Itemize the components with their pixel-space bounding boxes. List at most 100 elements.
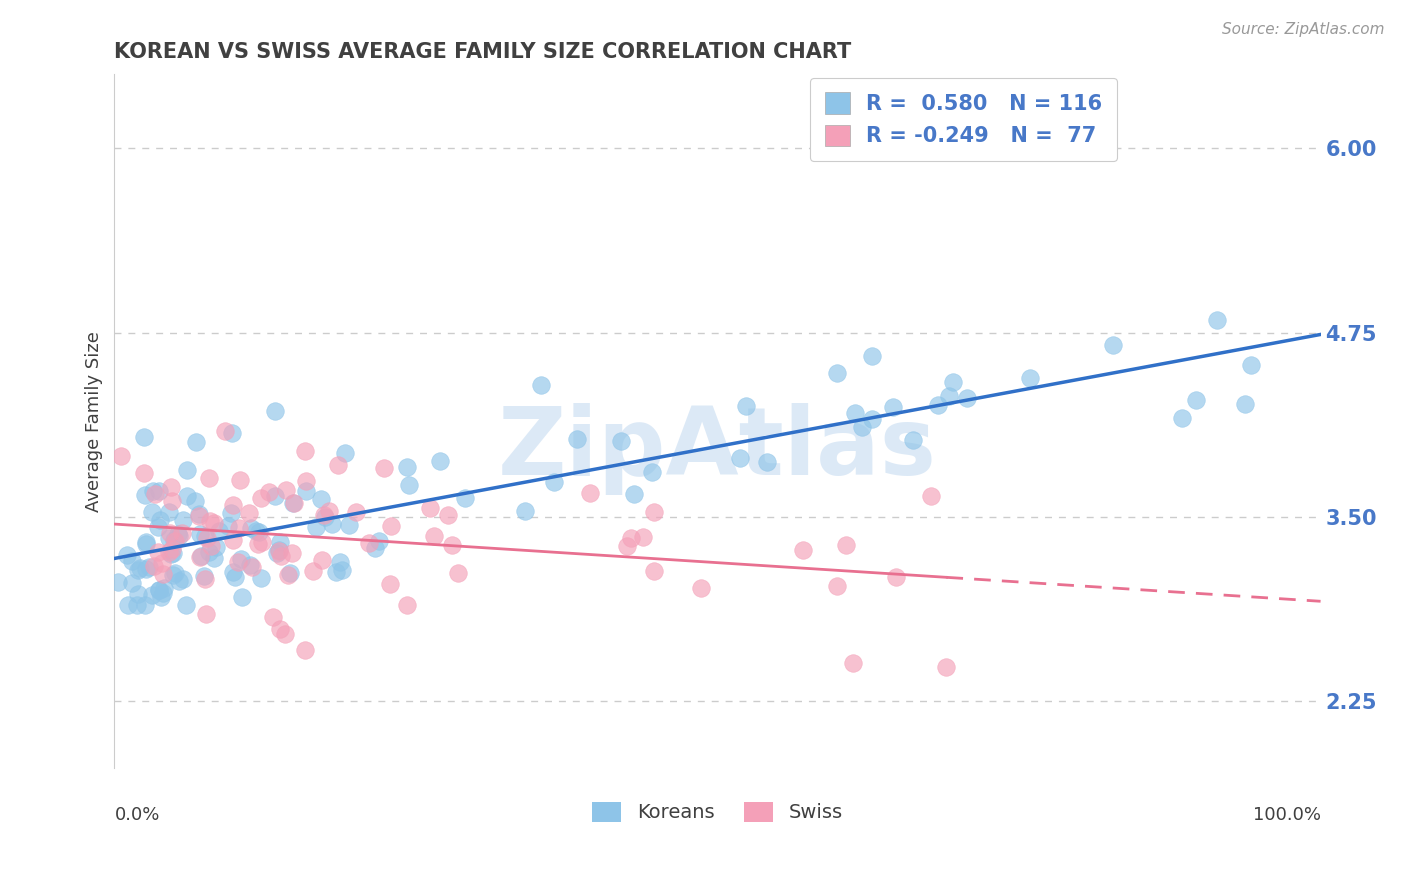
Point <box>135 562 157 576</box>
Point <box>332 563 354 577</box>
Point <box>184 435 207 450</box>
Point <box>127 587 149 601</box>
Point <box>295 475 318 489</box>
Point <box>1206 312 1229 326</box>
Point <box>367 534 389 549</box>
Point <box>143 559 166 574</box>
Point <box>138 560 160 574</box>
Point <box>194 607 217 621</box>
Point <box>318 504 340 518</box>
Point <box>429 454 451 468</box>
Point <box>134 467 156 481</box>
Point <box>309 491 332 506</box>
Point <box>202 551 225 566</box>
Point <box>239 521 262 535</box>
Point <box>302 564 325 578</box>
Point <box>157 531 180 545</box>
Point <box>901 433 924 447</box>
Point <box>226 555 249 569</box>
Point <box>160 494 183 508</box>
Point <box>190 549 212 563</box>
Point <box>188 549 211 564</box>
Point <box>250 491 273 505</box>
Point <box>312 508 335 522</box>
Point <box>1019 370 1042 384</box>
Point <box>247 524 270 539</box>
Point <box>886 570 908 584</box>
Point <box>160 480 183 494</box>
Point <box>157 505 180 519</box>
Point <box>194 572 217 586</box>
Point <box>148 484 170 499</box>
Point <box>163 566 186 581</box>
Point <box>643 564 665 578</box>
Point <box>218 519 240 533</box>
Legend: R =  0.580   N = 116, R = -0.249   N =  77: R = 0.580 N = 116, R = -0.249 N = 77 <box>810 78 1118 161</box>
Point <box>121 576 143 591</box>
Point <box>115 548 138 562</box>
Point <box>208 524 231 538</box>
Point <box>141 588 163 602</box>
Point <box>205 540 228 554</box>
Point <box>314 510 336 524</box>
Point <box>1234 397 1257 411</box>
Point <box>252 534 274 549</box>
Point <box>174 599 197 613</box>
Point <box>641 465 664 479</box>
Point <box>735 399 758 413</box>
Point <box>935 660 957 674</box>
Point <box>198 545 221 559</box>
Point <box>329 555 352 569</box>
Point <box>269 543 291 558</box>
Point <box>240 560 263 574</box>
Text: ZipAtlas: ZipAtlas <box>498 403 936 495</box>
Point <box>245 524 267 538</box>
Point <box>148 582 170 597</box>
Point <box>825 366 848 380</box>
Point <box>267 543 290 558</box>
Point <box>281 496 304 510</box>
Point <box>250 571 273 585</box>
Point <box>148 582 170 597</box>
Point <box>231 590 253 604</box>
Point <box>398 478 420 492</box>
Text: 100.0%: 100.0% <box>1253 805 1320 824</box>
Point <box>202 516 225 530</box>
Point <box>262 610 284 624</box>
Point <box>270 549 292 563</box>
Text: 0.0%: 0.0% <box>114 805 160 824</box>
Point <box>221 506 243 520</box>
Point <box>169 529 191 543</box>
Point <box>294 642 316 657</box>
Point <box>728 451 751 466</box>
Point <box>690 581 713 595</box>
Point <box>134 599 156 613</box>
Point <box>269 622 291 636</box>
Point <box>266 546 288 560</box>
Point <box>835 537 858 551</box>
Point <box>423 529 446 543</box>
Point <box>183 494 205 508</box>
Point <box>163 533 186 548</box>
Point <box>825 579 848 593</box>
Point <box>447 566 470 581</box>
Point <box>610 434 633 449</box>
Point <box>150 556 173 570</box>
Point <box>222 566 245 580</box>
Point <box>631 530 654 544</box>
Point <box>280 566 302 581</box>
Point <box>295 484 318 499</box>
Point <box>321 517 343 532</box>
Point <box>513 503 536 517</box>
Point <box>454 491 477 505</box>
Point <box>194 529 217 543</box>
Text: KOREAN VS SWISS AVERAGE FAMILY SIZE CORRELATION CHART: KOREAN VS SWISS AVERAGE FAMILY SIZE CORR… <box>114 42 852 62</box>
Point <box>344 505 367 519</box>
Point <box>277 568 299 582</box>
Point <box>530 377 553 392</box>
Point <box>274 483 297 497</box>
Point <box>395 460 418 475</box>
Point <box>257 485 280 500</box>
Point <box>129 561 152 575</box>
Point <box>441 538 464 552</box>
